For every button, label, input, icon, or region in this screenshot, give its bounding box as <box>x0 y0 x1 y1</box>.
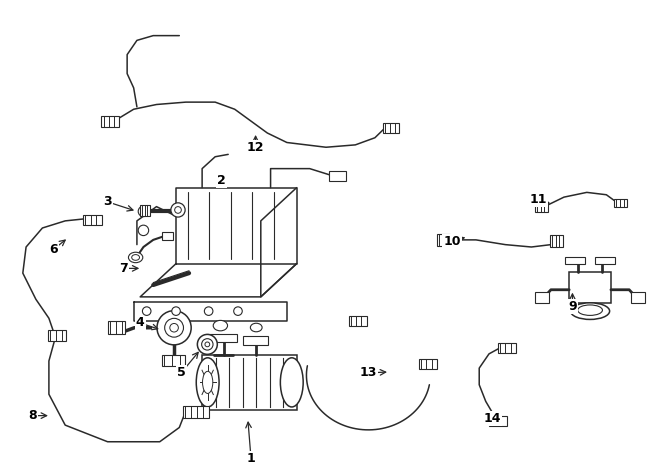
Bar <box>565 256 585 264</box>
Circle shape <box>138 225 149 236</box>
Ellipse shape <box>578 305 602 315</box>
Ellipse shape <box>132 255 140 260</box>
Circle shape <box>201 339 213 350</box>
Circle shape <box>142 307 151 315</box>
Text: 8: 8 <box>28 409 37 422</box>
Text: 2: 2 <box>217 174 226 187</box>
Bar <box>535 203 548 212</box>
Text: 12: 12 <box>247 141 264 154</box>
Bar <box>329 171 346 180</box>
Bar <box>101 116 119 127</box>
Bar <box>207 333 237 342</box>
Circle shape <box>198 334 217 354</box>
Ellipse shape <box>250 323 262 332</box>
Text: 13: 13 <box>360 366 377 380</box>
Circle shape <box>171 307 181 315</box>
Bar <box>83 215 102 225</box>
Ellipse shape <box>213 321 228 331</box>
Text: 7: 7 <box>119 262 128 275</box>
Bar <box>243 336 268 345</box>
Bar <box>48 330 66 341</box>
Circle shape <box>233 307 243 315</box>
Text: 11: 11 <box>529 193 546 206</box>
Bar <box>162 232 173 240</box>
Ellipse shape <box>128 252 143 263</box>
Bar <box>498 343 516 353</box>
Bar <box>140 205 150 216</box>
Bar <box>162 355 185 366</box>
Text: 14: 14 <box>484 411 501 425</box>
Circle shape <box>171 203 185 217</box>
Ellipse shape <box>570 303 610 319</box>
Circle shape <box>170 323 179 332</box>
Bar <box>550 235 563 247</box>
Text: 3: 3 <box>103 195 112 209</box>
Ellipse shape <box>196 358 219 407</box>
Bar <box>349 316 367 326</box>
Circle shape <box>175 207 181 213</box>
Bar <box>489 416 507 426</box>
Text: 4: 4 <box>136 316 145 330</box>
Bar <box>383 123 399 133</box>
Text: 1: 1 <box>246 452 256 465</box>
Bar <box>595 256 615 264</box>
Text: 5: 5 <box>177 366 186 380</box>
Bar <box>631 292 645 303</box>
Bar <box>569 272 611 303</box>
Bar <box>437 234 450 246</box>
Circle shape <box>205 342 210 347</box>
Text: 10: 10 <box>443 235 460 248</box>
Circle shape <box>165 318 183 337</box>
Circle shape <box>204 307 213 315</box>
Bar <box>535 292 549 303</box>
Bar <box>202 355 297 409</box>
Text: 6: 6 <box>49 243 58 256</box>
Ellipse shape <box>280 358 303 407</box>
Text: 9: 9 <box>568 300 577 313</box>
Bar <box>614 199 627 207</box>
Ellipse shape <box>203 371 213 393</box>
Bar <box>108 321 125 334</box>
Bar <box>183 406 209 418</box>
Circle shape <box>157 311 191 345</box>
Circle shape <box>138 206 149 217</box>
Bar <box>419 359 437 369</box>
